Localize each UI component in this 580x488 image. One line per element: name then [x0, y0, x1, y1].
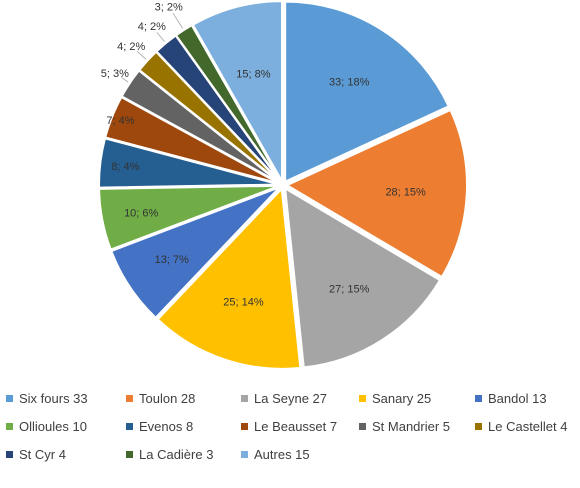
slice-label: 8; 4%	[111, 161, 139, 173]
slice-label: 27; 15%	[329, 283, 370, 295]
legend-swatch	[126, 394, 133, 402]
legend-swatch	[475, 422, 482, 430]
legend-item-st-mandrier: St Mandrier 5	[359, 419, 475, 434]
leader-line	[136, 50, 147, 60]
legend-label: St Mandrier 5	[372, 418, 451, 434]
legend-row-2: Ollioules 10 Evenos 8 Le Beausset 7 St M…	[6, 412, 580, 440]
legend-label: Le Beausset 7	[254, 418, 338, 434]
legend-item-autres: Autres 15	[241, 447, 359, 462]
leader-line	[172, 12, 184, 29]
legend-label: Autres 15	[254, 446, 310, 462]
legend-swatch	[126, 450, 133, 458]
legend-label: Le Castellet 4	[488, 418, 568, 434]
legend-item-la-cadiere: La Cadière 3	[126, 447, 241, 462]
slice-label: 28; 15%	[385, 186, 426, 198]
legend-label: Evenos 8	[139, 418, 194, 434]
legend-label: La Cadière 3	[139, 446, 214, 462]
legend-item-six-fours: Six fours 33	[6, 391, 126, 406]
legend-swatch	[359, 394, 366, 402]
legend-swatch	[241, 394, 248, 402]
slice-label: 5; 3%	[101, 68, 129, 80]
legend-label: Ollioules 10	[19, 418, 87, 434]
legend: Six fours 33 Toulon 28 La Seyne 27 Sanar…	[6, 384, 580, 468]
pie-slice	[284, 0, 450, 184]
legend-item-toulon: Toulon 28	[126, 391, 241, 406]
slice-label: 25; 14%	[223, 296, 264, 308]
slice-label: 4; 2%	[138, 21, 166, 33]
leader-line	[156, 32, 165, 42]
legend-row-1: Six fours 33 Toulon 28 La Seyne 27 Sanar…	[6, 384, 580, 412]
slice-label: 3; 2%	[155, 1, 183, 13]
legend-swatch	[241, 422, 248, 430]
legend-label: Bandol 13	[488, 390, 547, 406]
slice-label: 15; 8%	[236, 68, 270, 80]
slice-label: 7; 4%	[106, 115, 134, 127]
slice-label: 13; 7%	[155, 254, 189, 266]
pie-slice	[156, 186, 302, 370]
legend-label: Toulon 28	[139, 390, 196, 406]
legend-item-le-beausset: Le Beausset 7	[241, 419, 359, 434]
pie-slice	[191, 0, 283, 185]
legend-item-sanary: Sanary 25	[359, 391, 475, 406]
legend-item-la-seyne: La Seyne 27	[241, 391, 359, 406]
pie-chart: 33; 18% 28; 15% 27; 15% 25; 14% 13; 7% 10; 6%…	[98, 0, 468, 370]
legend-item-ollioules: Ollioules 10	[6, 419, 126, 434]
legend-swatch	[6, 394, 13, 402]
pie-slice	[98, 137, 280, 189]
legend-item-evenos: Evenos 8	[126, 419, 241, 434]
pie-slice	[284, 108, 468, 279]
pie-slice	[98, 184, 280, 251]
legend-label: St Cyr 4	[19, 446, 66, 462]
legend-label: Six fours 33	[19, 390, 88, 406]
legend-swatch	[359, 422, 366, 430]
pie-slice	[174, 23, 282, 183]
slice-label: 10; 6%	[124, 207, 158, 219]
legend-label: Sanary 25	[372, 390, 432, 406]
legend-swatch	[6, 422, 13, 430]
legend-swatch	[241, 450, 248, 458]
legend-item-bandol: Bandol 13	[475, 391, 575, 406]
slice-label: 4; 2%	[117, 41, 145, 53]
legend-label: La Seyne 27	[254, 390, 328, 406]
slice-label: 33; 18%	[329, 77, 370, 89]
legend-swatch	[475, 394, 482, 402]
pie-slice	[283, 186, 442, 369]
leader-line	[121, 77, 129, 83]
legend-swatch	[126, 422, 133, 430]
legend-item-st-cyr: St Cyr 4	[6, 447, 126, 462]
pie-slice	[110, 186, 281, 320]
legend-item-le-castellet: Le Castellet 4	[475, 419, 575, 434]
legend-swatch	[6, 450, 13, 458]
legend-row-3: St Cyr 4 La Cadière 3 Autres 15	[6, 440, 580, 468]
